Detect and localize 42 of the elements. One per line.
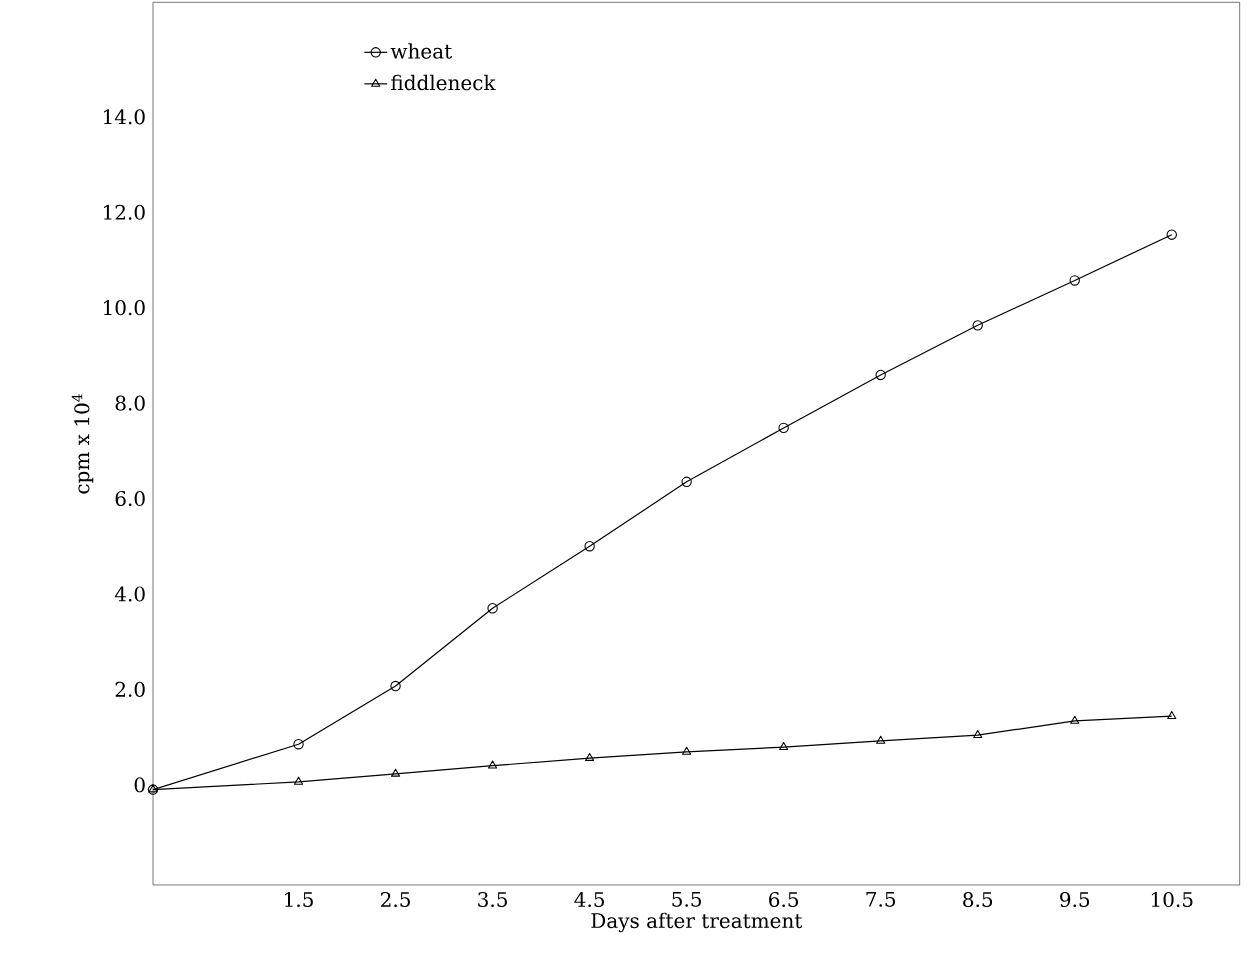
- point: [1070, 715, 1080, 724]
- y-tick-label: 10.0: [103, 300, 145, 316]
- y-tick-label: 0: [134, 777, 145, 793]
- point: [390, 768, 401, 777]
- x-tick-label: 4.5: [574, 891, 604, 908]
- point: [876, 735, 886, 744]
- point: [1069, 275, 1080, 286]
- point: [1166, 229, 1177, 240]
- point: [390, 680, 401, 692]
- point: [584, 541, 595, 552]
- point: [488, 760, 498, 769]
- x-tick-label: 10.5: [1151, 891, 1193, 908]
- point: [875, 369, 886, 381]
- point: [293, 776, 304, 785]
- point: [585, 752, 595, 761]
- x-tick-label: 1.5: [285, 891, 313, 908]
- point: [681, 476, 692, 488]
- legend-label: wheat: [390, 43, 453, 59]
- point: [972, 320, 983, 331]
- x-tick-label: 2.5: [381, 891, 410, 908]
- y-tick-label: 12.0: [103, 204, 145, 220]
- x-tick-label: 6.5: [769, 891, 799, 908]
- point: [779, 741, 789, 750]
- point: [778, 422, 789, 434]
- point: [1167, 710, 1177, 719]
- y-tick-label: 8.0: [115, 395, 145, 411]
- point: [682, 746, 692, 755]
- point: [487, 603, 498, 614]
- point: [293, 739, 304, 750]
- x-tick-label: 9.5: [1060, 891, 1090, 908]
- x-tick-label: 8.5: [963, 891, 993, 908]
- y-tick-label: 6.0: [115, 490, 145, 507]
- y-axis-title: cpm x 10$^{4}$: [71, 394, 94, 494]
- x-tick-label: 5.5: [672, 891, 701, 907]
- point: [973, 729, 983, 739]
- y-tick-label: 4.0: [114, 586, 145, 602]
- x-axis-title: Days after treatment: [591, 912, 803, 933]
- x-tick-label: 3.5: [478, 891, 507, 908]
- y-tick-label: 14.0: [103, 109, 145, 125]
- legend-label: fiddleneck: [391, 74, 496, 91]
- y-tick-label: 2.0: [115, 681, 145, 697]
- x-tick-label: 7.5: [866, 891, 896, 907]
